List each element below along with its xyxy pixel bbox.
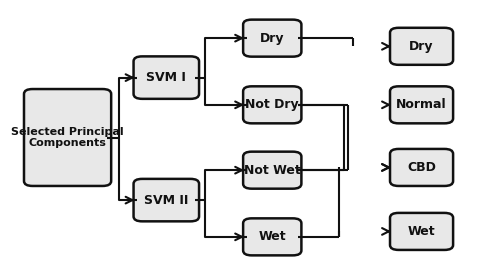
FancyBboxPatch shape (243, 218, 302, 255)
FancyBboxPatch shape (134, 56, 199, 99)
FancyBboxPatch shape (390, 213, 453, 250)
FancyBboxPatch shape (243, 86, 302, 123)
Text: Normal: Normal (396, 98, 447, 111)
Text: Not Dry: Not Dry (246, 98, 299, 111)
Text: Wet: Wet (408, 225, 436, 238)
FancyBboxPatch shape (390, 28, 453, 65)
Text: CBD: CBD (407, 161, 436, 174)
FancyBboxPatch shape (390, 86, 453, 123)
Text: SVM I: SVM I (146, 71, 186, 84)
FancyBboxPatch shape (390, 149, 453, 186)
Text: Selected Principal
Components: Selected Principal Components (12, 127, 124, 148)
Text: Not Wet: Not Wet (244, 164, 300, 177)
Text: Dry: Dry (410, 40, 434, 53)
Text: Wet: Wet (258, 230, 286, 243)
FancyBboxPatch shape (24, 89, 111, 186)
FancyBboxPatch shape (243, 152, 302, 189)
FancyBboxPatch shape (243, 20, 302, 57)
Text: SVM II: SVM II (144, 194, 188, 207)
FancyBboxPatch shape (134, 179, 199, 221)
Text: Dry: Dry (260, 32, 284, 45)
